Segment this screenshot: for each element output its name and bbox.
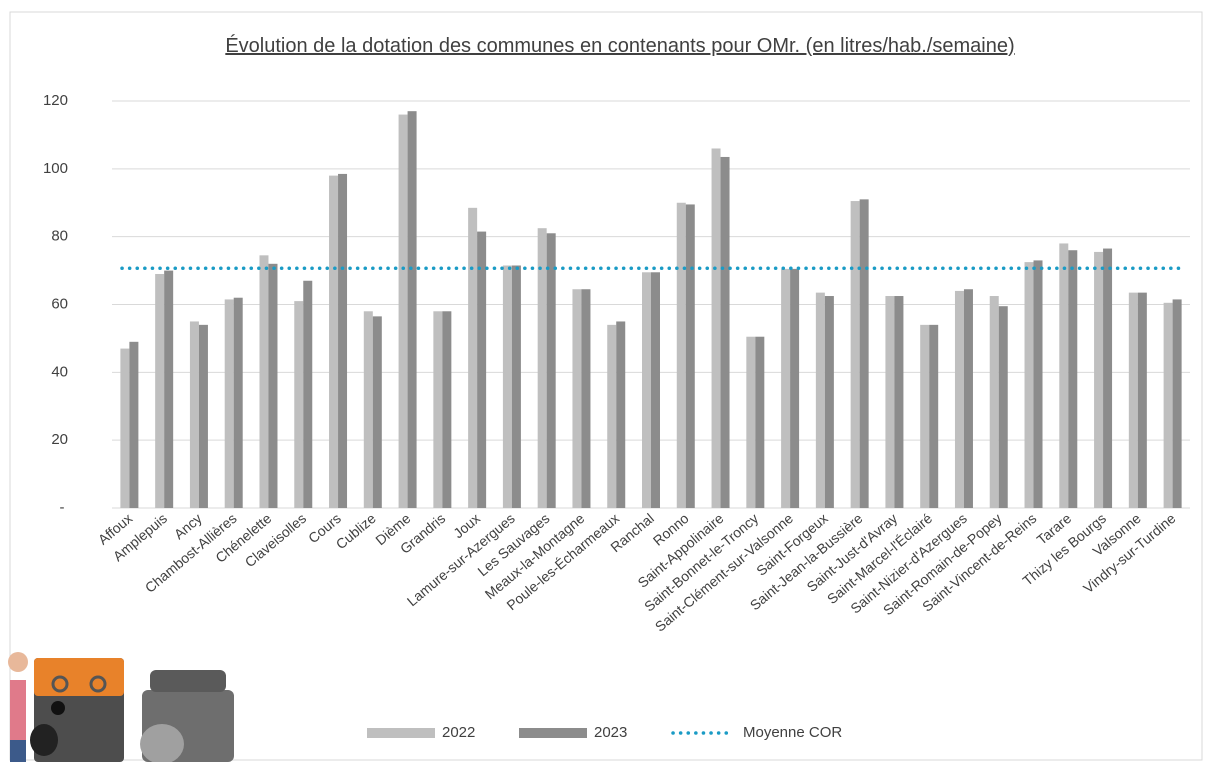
bar (1138, 293, 1147, 508)
legend-label: Moyenne COR (743, 724, 842, 741)
bar (999, 306, 1008, 508)
bar (894, 296, 903, 508)
bar (164, 271, 173, 508)
bar (259, 255, 268, 508)
bar (686, 204, 695, 508)
bar (790, 269, 799, 508)
bar (364, 311, 373, 508)
bar (1129, 293, 1138, 508)
bar (199, 325, 208, 508)
legend-label: 2023 (594, 724, 627, 741)
bar (781, 269, 790, 508)
bar (338, 174, 347, 508)
chart: Évolution de la dotation des communes en… (0, 0, 1206, 762)
bar (225, 299, 234, 508)
bar (1173, 299, 1182, 508)
bar (642, 272, 651, 508)
bar (1068, 250, 1077, 508)
bar (816, 293, 825, 508)
y-tick-label: 120 (43, 92, 68, 109)
bar (155, 274, 164, 508)
bar (1103, 249, 1112, 508)
y-tick-label: - (60, 499, 65, 516)
y-tick-label: 20 (51, 431, 68, 448)
bar (373, 316, 382, 508)
y-tick-label: 80 (51, 228, 68, 245)
legend-label: 2022 (442, 724, 475, 741)
bar (929, 325, 938, 508)
bar (581, 289, 590, 508)
legend-swatch (367, 728, 435, 738)
bar (129, 342, 138, 508)
y-tick-label: 60 (51, 295, 68, 312)
bar (512, 265, 521, 508)
bar (547, 233, 556, 508)
bar (408, 111, 417, 508)
bar (885, 296, 894, 508)
bar (1094, 252, 1103, 508)
bar (538, 228, 547, 508)
bar (712, 148, 721, 508)
bar (303, 281, 312, 508)
bar (268, 264, 277, 508)
bar (607, 325, 616, 508)
bar (294, 301, 303, 508)
bar (234, 298, 243, 508)
bar (190, 321, 199, 508)
bar (1059, 243, 1068, 508)
bar (860, 199, 869, 508)
bar (964, 289, 973, 508)
bar (1034, 260, 1043, 508)
chart-border (10, 12, 1202, 760)
y-tick-label: 40 (51, 363, 68, 380)
bar (503, 265, 512, 508)
bar (1164, 303, 1173, 508)
bar (329, 176, 338, 508)
bar (721, 157, 730, 508)
legend-swatch (519, 728, 587, 738)
bar (477, 232, 486, 508)
bar (616, 321, 625, 508)
bar (433, 311, 442, 508)
bar (825, 296, 834, 508)
bar (990, 296, 999, 508)
bar (677, 203, 686, 508)
bar (1025, 262, 1034, 508)
bar (851, 201, 860, 508)
chart-title: Évolution de la dotation des communes en… (225, 34, 1014, 57)
bar (755, 337, 764, 508)
bar (399, 115, 408, 508)
page: {"chart_data": {"type": "bar", "title": … (0, 0, 1206, 767)
bar (920, 325, 929, 508)
y-tick-label: 100 (43, 160, 68, 177)
bar (572, 289, 581, 508)
bar (955, 291, 964, 508)
bar (442, 311, 451, 508)
bar (120, 349, 129, 508)
bar (651, 272, 660, 508)
bar (468, 208, 477, 508)
bar (746, 337, 755, 508)
